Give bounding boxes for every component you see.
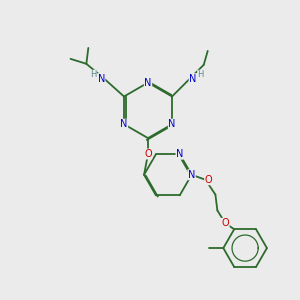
Text: N: N (189, 74, 197, 84)
Text: N: N (144, 78, 152, 88)
Text: N: N (168, 119, 176, 129)
Text: O: O (221, 218, 229, 228)
Text: N: N (98, 74, 105, 84)
Text: O: O (144, 149, 152, 159)
Text: N: N (120, 119, 128, 129)
Text: N: N (188, 170, 195, 180)
Text: H: H (198, 70, 204, 79)
Text: O: O (205, 175, 212, 185)
Text: N: N (176, 149, 183, 159)
Text: H: H (90, 70, 97, 79)
